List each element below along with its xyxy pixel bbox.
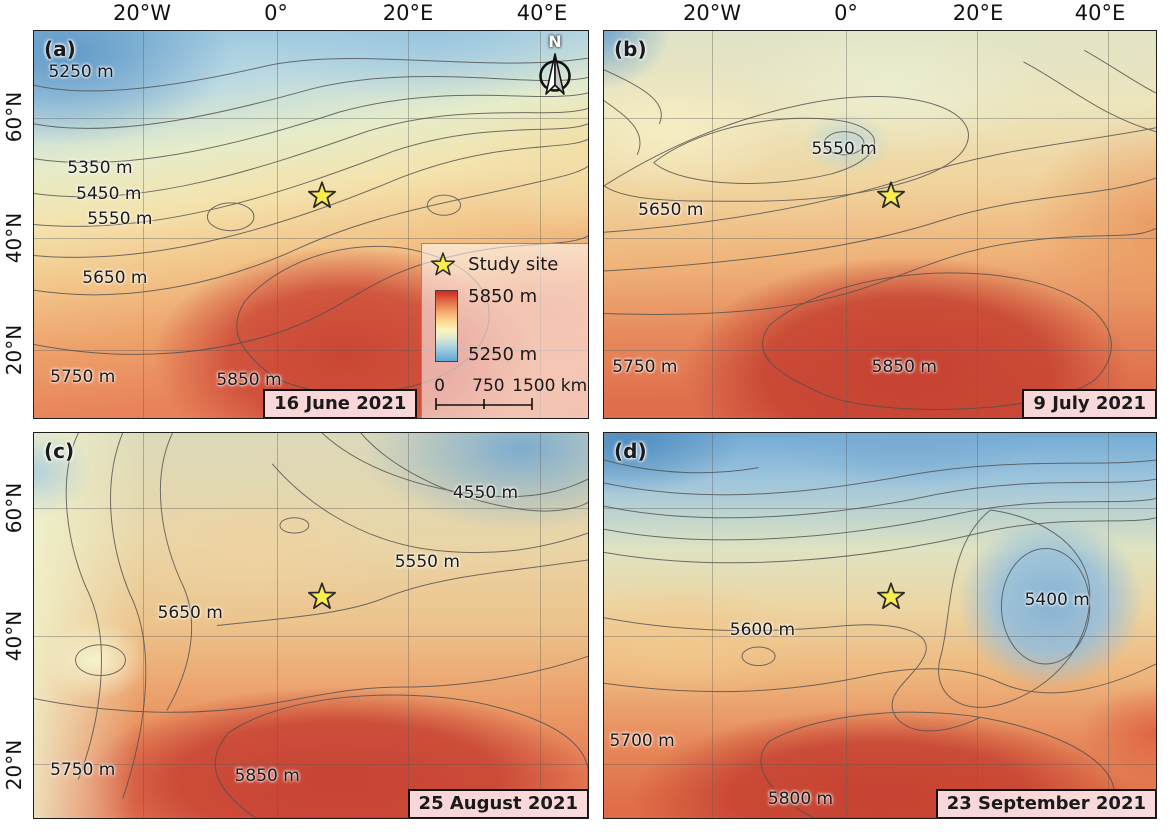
gridline: [1107, 31, 1109, 418]
contour-label: 5850 m: [234, 766, 300, 787]
lon-tick: 20°W: [683, 1, 741, 25]
contour-label: 5550 m: [87, 209, 153, 230]
gridline: [604, 635, 1156, 637]
panel-letter: (b): [614, 37, 647, 61]
date-badge: 16 June 2021: [263, 389, 418, 418]
contour-label: 5450 m: [76, 184, 142, 205]
study-site-star-icon: [877, 181, 906, 209]
lon-tick: 0°: [834, 1, 858, 25]
lat-tick: 60°N: [2, 91, 26, 143]
gridline: [142, 31, 144, 418]
contour-label: 5600 m: [729, 620, 796, 641]
contour-label: 5400 m: [1024, 590, 1090, 611]
gridline: [276, 433, 278, 818]
gridline: [407, 31, 409, 418]
lat-tick: 40°N: [2, 610, 26, 662]
gridline: [34, 635, 588, 637]
date-badge: 9 July 2021: [1022, 389, 1156, 418]
gridline: [604, 508, 1156, 510]
contour-label: 5750 m: [612, 356, 678, 377]
gridline: [34, 349, 588, 351]
gridline: [539, 31, 541, 418]
north-label: N: [548, 32, 562, 51]
lat-tick: 20°N: [2, 324, 26, 376]
lon-tick: 20°E: [382, 1, 434, 25]
panel-letter: (a): [44, 37, 76, 61]
lon-tick: 40°E: [516, 1, 568, 25]
panel-d-map: (d) 5400 m 5600 m 5700 m 5800 m 23 Septe…: [603, 432, 1157, 819]
gridline: [604, 238, 1156, 240]
date-badge: 23 September 2021: [935, 789, 1156, 818]
gridline: [276, 31, 278, 418]
contour-label: 5550 m: [394, 551, 460, 572]
gridline: [604, 764, 1156, 766]
contour-lines: [34, 433, 588, 818]
lat-tick: 40°N: [2, 212, 26, 264]
gridline: [34, 238, 588, 240]
north-arrow-icon: N: [532, 32, 578, 103]
contour-label: 5250 m: [48, 61, 114, 82]
panel-letter: (c): [44, 439, 75, 463]
contour-label: 5650 m: [82, 267, 148, 288]
scale-bar-start: 0: [434, 375, 445, 396]
date-badge: 25 August 2021: [407, 789, 588, 818]
lat-tick: 20°N: [2, 739, 26, 791]
colorbar-max-label: 5850 m: [468, 285, 538, 307]
panel-letter: (d): [614, 439, 647, 463]
study-site-star-icon: [877, 582, 906, 610]
gridline: [142, 433, 144, 818]
scale-bar-line: [435, 397, 533, 410]
lat-tick: 60°N: [2, 482, 26, 534]
gridline: [34, 764, 588, 766]
panel-c-map: (c) 4550 m 5550 m 5650 m 5750 m 5850 m 2…: [33, 432, 589, 819]
gridline: [34, 508, 588, 510]
study-site-star-icon: [308, 582, 337, 610]
lon-tick: 0°: [264, 1, 288, 25]
gridline: [712, 433, 714, 818]
gridline: [34, 117, 588, 119]
gridline: [712, 31, 714, 418]
contour-lines: [604, 31, 1156, 418]
colorbar-min-label: 5250 m: [468, 343, 538, 365]
gridline: [976, 31, 978, 418]
contour-lines: [604, 433, 1156, 818]
colorbar: [435, 289, 459, 362]
contour-label: 5850 m: [871, 356, 937, 377]
gridline: [845, 31, 847, 418]
panel-a-map: (a) 5250 m 5350 m 5450 m 5550 m 5650 m 5…: [33, 30, 589, 419]
contour-label: 5700 m: [609, 731, 675, 752]
gridline: [604, 349, 1156, 351]
lon-tick: 20°W: [113, 1, 171, 25]
gridline: [1107, 433, 1109, 818]
contour-label: 5750 m: [50, 760, 116, 781]
contour-label: 5750 m: [50, 367, 116, 388]
gridline: [604, 117, 1156, 119]
gridline: [539, 433, 541, 818]
contour-label: 5800 m: [767, 788, 834, 809]
lon-tick: 20°E: [952, 1, 1004, 25]
legend: Study site 5850 m 5250 m 0 750 1500 km: [421, 242, 588, 418]
legend-star-icon: [431, 251, 456, 275]
contour-label: 5550 m: [811, 139, 877, 160]
scale-bar-end: 1500 km: [512, 375, 588, 396]
contour-label: 5350 m: [67, 158, 133, 179]
panel-b-map: (b) 5550 m 5650 m 5750 m 5850 m 9 July 2…: [603, 30, 1157, 419]
contour-label: 5650 m: [157, 603, 223, 624]
gridline: [407, 433, 409, 818]
study-site-star-icon: [308, 181, 337, 209]
contour-label: 5650 m: [638, 200, 704, 221]
lon-tick: 40°E: [1074, 1, 1126, 25]
gridline: [976, 433, 978, 818]
legend-study-site-label: Study site: [468, 254, 559, 276]
scale-bar: 0 750 1500 km: [432, 375, 587, 415]
contour-label: 5850 m: [216, 370, 282, 391]
scale-bar-mid: 750: [472, 375, 505, 396]
contour-label: 4550 m: [452, 482, 519, 503]
